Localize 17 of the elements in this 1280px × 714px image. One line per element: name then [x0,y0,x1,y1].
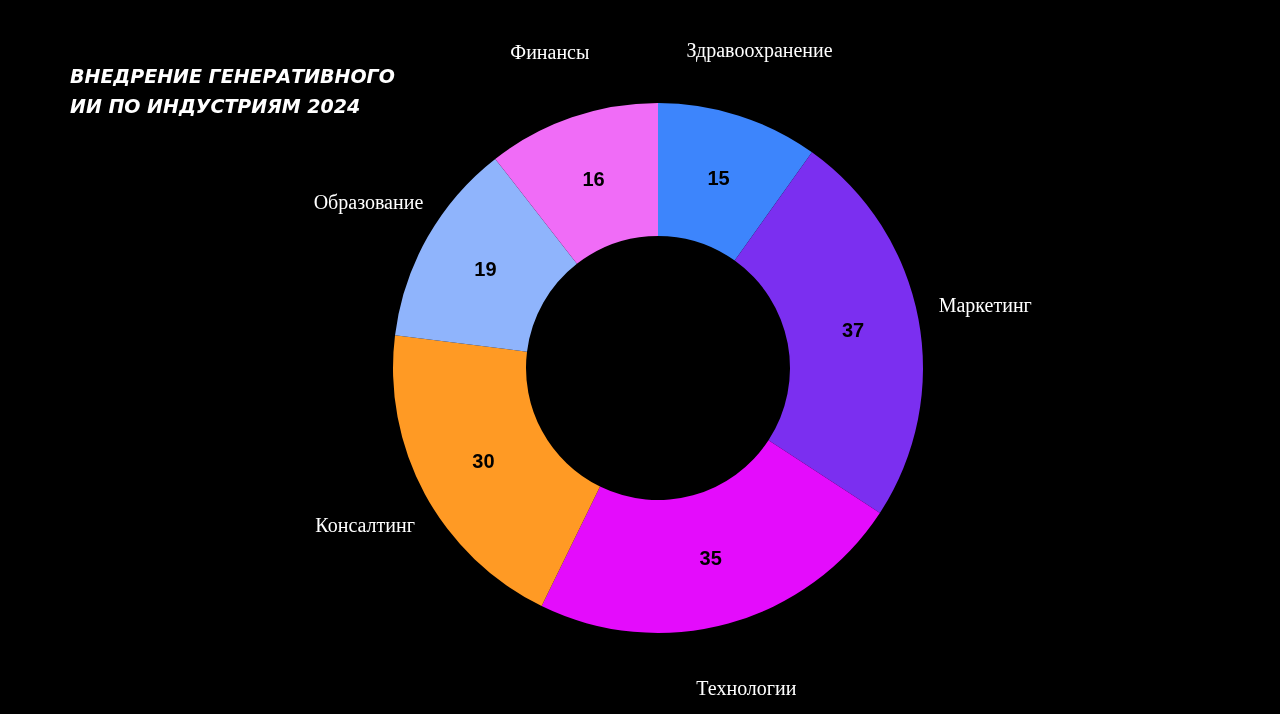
slice-label: Маркетинг [938,294,1032,318]
data-label: 19 [474,257,497,280]
donut-slice [541,440,880,633]
donut-slice [658,103,812,261]
data-label: 35 [699,547,722,570]
donut-slice [734,152,923,513]
data-label: 16 [582,168,605,191]
text: ВНЕДРЕНИЕ ГЕНЕРАТИВНОГО ИИ ПО ИНДУСТРИЯМ 2024 [70,65,395,117]
data-label: 37 [841,319,865,342]
slice-label: Здравоохранение [686,38,833,62]
data-label: 15 [707,166,730,189]
slice-label: Образование [313,191,424,215]
slice-label: Финансы [510,41,590,64]
data-label: 30 [472,450,495,473]
slice-label: Технологии [696,677,797,700]
slice-label: Консалтинг [315,514,415,537]
donut-slice [495,103,658,264]
